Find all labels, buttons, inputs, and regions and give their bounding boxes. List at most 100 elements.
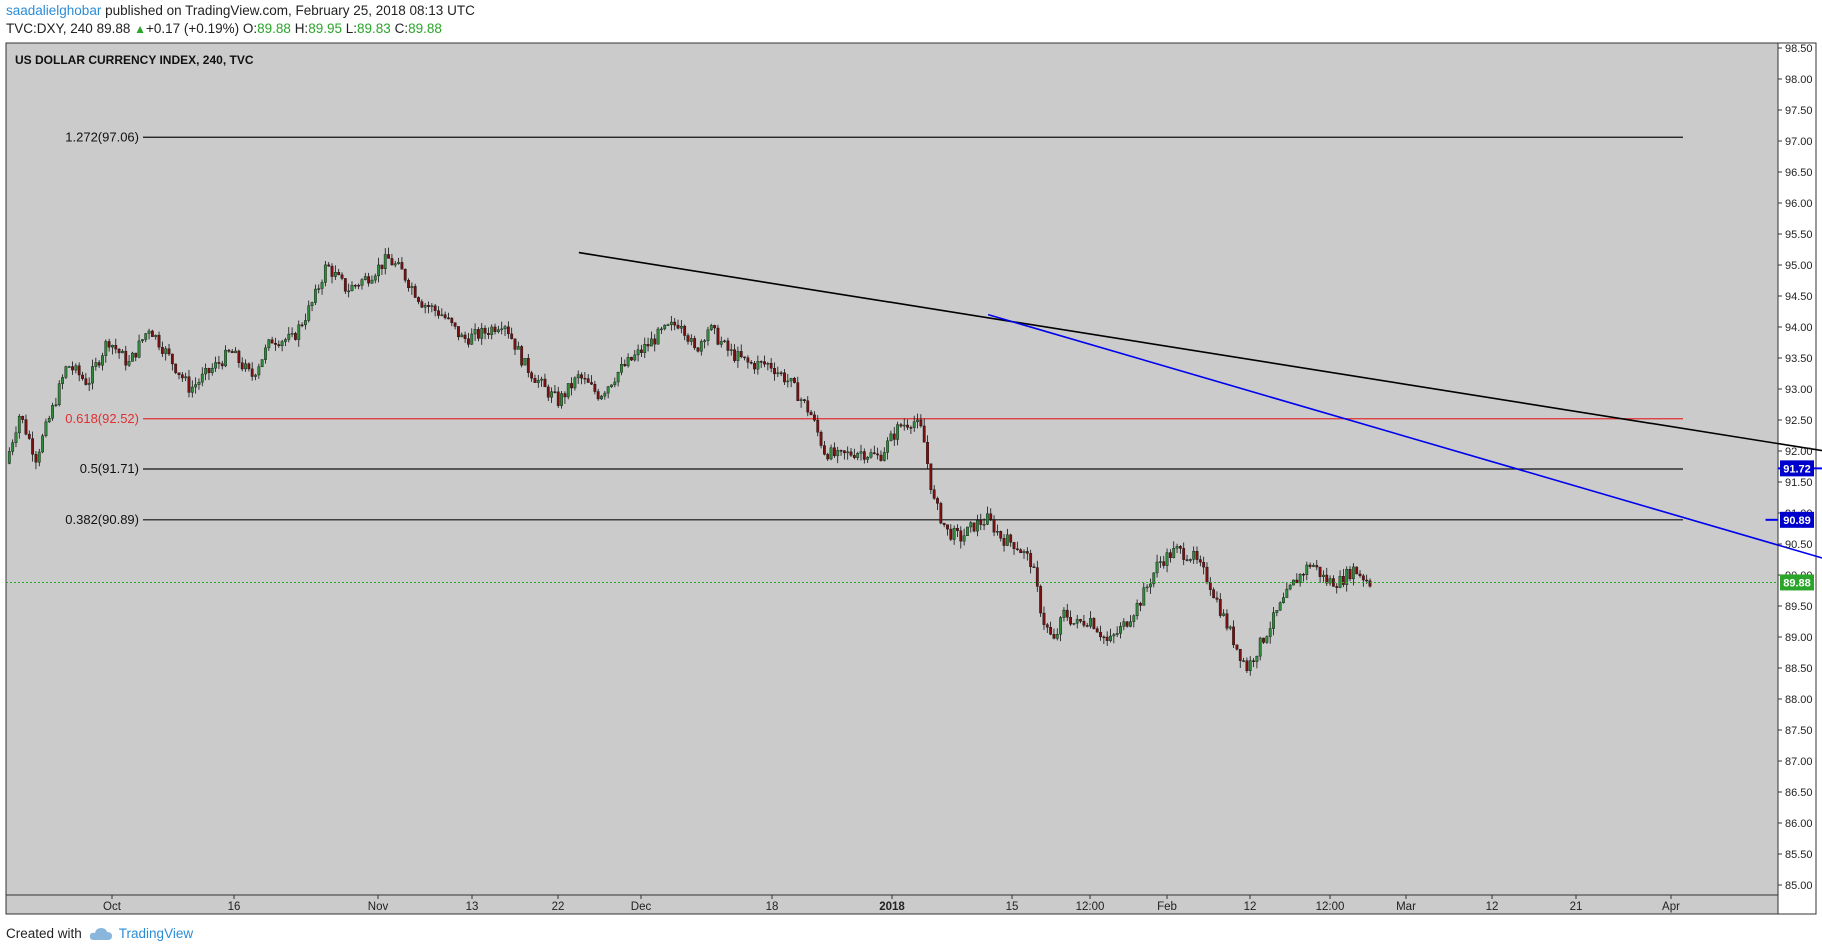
- candle-body: [952, 528, 956, 540]
- candle-body: [892, 433, 896, 440]
- candle-body: [666, 324, 670, 326]
- tradingview-link[interactable]: TradingView: [118, 926, 194, 941]
- candle-body: [87, 382, 91, 385]
- candle-body: [1178, 546, 1182, 549]
- candle-body: [932, 489, 936, 499]
- candle-body: [1315, 565, 1319, 568]
- candle-body: [689, 338, 693, 342]
- candle-body: [294, 333, 297, 340]
- candle-body: [1368, 580, 1372, 587]
- candle-body: [74, 365, 78, 371]
- candle-body: [999, 531, 1003, 539]
- candle-body: [613, 381, 617, 386]
- x-tick-label: 15: [1006, 901, 1019, 913]
- candle-body: [976, 520, 979, 532]
- candle-body: [180, 374, 184, 379]
- candle-body: [41, 435, 44, 453]
- candle-body: [992, 519, 996, 533]
- candle-body: [862, 451, 866, 460]
- candle-body: [227, 349, 231, 352]
- candle-body: [576, 374, 580, 379]
- candle-body: [101, 355, 104, 366]
- candle-body: [1129, 621, 1132, 627]
- candle-body: [417, 297, 420, 302]
- candle-body: [733, 349, 736, 361]
- candle-body: [606, 386, 610, 394]
- candle-body: [626, 357, 630, 367]
- y-tick-label: 87.00: [1785, 756, 1813, 768]
- candle-body: [1002, 538, 1006, 546]
- candle-body: [1042, 612, 1046, 625]
- fib-levels[interactable]: 1.272(97.06) 0.618(92.52) 0.5(91.71) 0.382(…: [65, 129, 1683, 527]
- candle-body: [753, 363, 756, 370]
- candle-body: [719, 341, 723, 345]
- candle-body: [586, 378, 590, 383]
- candle-body: [573, 377, 577, 389]
- candle-body: [946, 524, 949, 530]
- candle-body: [383, 254, 387, 269]
- candle-body: [1085, 625, 1089, 627]
- candle-body: [204, 368, 208, 375]
- x-tick-label: 12:00: [1316, 901, 1345, 913]
- candle-body: [1082, 621, 1086, 626]
- candle-body: [310, 302, 314, 307]
- candle-body: [1065, 609, 1069, 618]
- candle-body: [230, 351, 234, 354]
- candle-body: [207, 368, 211, 373]
- blue-trendline[interactable]: [987, 313, 1822, 609]
- candle-body: [450, 317, 454, 323]
- footer: Created with TradingView: [6, 926, 193, 941]
- candle-body: [1159, 561, 1162, 563]
- candle-body: [127, 361, 131, 366]
- symbol-label: TVC:DXY, 240: [6, 21, 93, 36]
- plot-area[interactable]: [5, 42, 1779, 915]
- candle-body: [1195, 551, 1199, 560]
- candle-body: [107, 341, 111, 348]
- candle-body: [91, 366, 94, 384]
- candle-body: [397, 262, 400, 264]
- x-tick-label: Feb: [1157, 901, 1177, 913]
- candle-body: [390, 258, 394, 266]
- candle-body: [1262, 637, 1265, 643]
- price-axis[interactable]: [1777, 42, 1817, 915]
- price-change: +0.17 (+0.19%): [146, 21, 240, 36]
- author-link[interactable]: saadalielghobar: [6, 3, 102, 18]
- candle-body: [1208, 582, 1212, 590]
- x-tick-label: Apr: [1662, 901, 1680, 913]
- candle-body: [340, 274, 344, 279]
- y-tick-label: 97.00: [1785, 136, 1813, 148]
- black-trendline[interactable]: [578, 251, 1822, 520]
- candle-body: [769, 363, 773, 369]
- candle-body: [1039, 586, 1043, 614]
- candle-body: [909, 427, 913, 429]
- candle-body: [1115, 633, 1119, 635]
- candle-body: [806, 400, 810, 413]
- candle-body: [117, 348, 121, 354]
- y-tick-labels: 98.50 98.00 97.50 97.00 96.50 96.00 95.50 95.00…: [1778, 43, 1813, 892]
- candle-body: [813, 414, 816, 421]
- candle-body: [247, 363, 251, 370]
- chart-title: US DOLLAR CURRENCY INDEX, 240, TVC: [15, 53, 254, 67]
- y-tick-label: 88.50: [1785, 663, 1813, 675]
- candle-body: [200, 373, 204, 383]
- candle-body: [177, 372, 181, 375]
- candle-body: [620, 364, 623, 373]
- candle-body: [1012, 542, 1016, 549]
- candle-body: [217, 362, 221, 364]
- candle-body: [919, 419, 923, 427]
- candle-body: [583, 377, 587, 380]
- candle-body: [114, 345, 118, 350]
- candle-body: [111, 345, 114, 348]
- candle-body: [1298, 574, 1302, 584]
- candle-body: [496, 329, 500, 332]
- candle-body: [71, 366, 74, 371]
- candle-body: [34, 454, 38, 463]
- candle-body: [11, 442, 15, 452]
- candle-body: [1029, 553, 1033, 567]
- x-tick-label: Dec: [631, 901, 652, 913]
- candle-body: [377, 264, 381, 277]
- publish-line: saadalielghobar published on TradingView…: [6, 3, 475, 18]
- ohlc-line: TVC:DXY, 240 89.88 ▲+0.17 (+0.19%) O:89.…: [6, 21, 442, 36]
- candle-body: [1182, 548, 1186, 560]
